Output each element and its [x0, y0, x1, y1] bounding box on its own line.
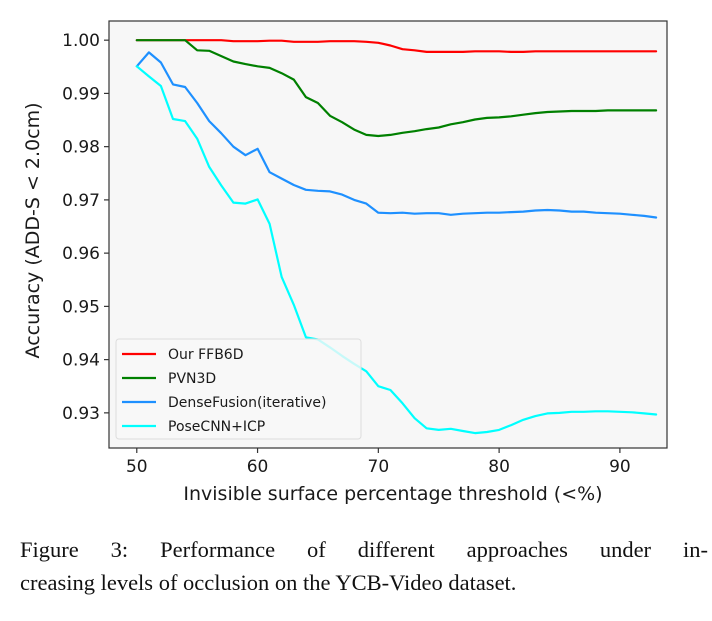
caption-line-2: creasing levels of occlusion on the YCB-…	[20, 570, 517, 595]
series-line-our-ffb6d	[135, 39, 658, 54]
y-tick-label: 0.95	[62, 297, 100, 317]
y-tick-label: 0.99	[62, 84, 100, 104]
legend-label: DenseFusion(iterative)	[168, 395, 326, 411]
series-line-posecnn-icp	[135, 65, 658, 435]
caption-line-1: Figure 3: Performance of different appro…	[20, 537, 708, 562]
legend-box	[115, 338, 362, 440]
figure-caption: Figure 3: Performance of different appro…	[20, 533, 708, 599]
y-axis: 0.93 0.94 0.95 0.96 0.97 0.98 0.99 1.00	[62, 31, 109, 424]
legend-item: PoseCNN+ICP	[122, 419, 265, 435]
legend-label: PoseCNN+ICP	[168, 419, 265, 435]
legend-item: PVN3D	[122, 371, 216, 387]
x-tick-label: 90	[609, 457, 631, 477]
legend-item: Our FFB6D	[122, 347, 244, 363]
legend-label: Our FFB6D	[168, 347, 244, 363]
series-layer	[135, 39, 658, 435]
x-tick-label: 50	[126, 457, 148, 477]
x-tick-label: 60	[247, 457, 269, 477]
y-tick-label: 0.94	[62, 351, 100, 371]
chart: 50 60 70 80 90 0.93 0.94 0.95 0.96 0.97 0.98 0.99 1…	[22, 20, 668, 505]
y-tick-label: 0.93	[62, 404, 100, 424]
x-axis-label: Invisible surface percentage threshold (…	[183, 483, 602, 505]
legend-label: PVN3D	[168, 371, 216, 387]
legend-item: DenseFusion(iterative)	[122, 395, 326, 411]
y-tick-label: 0.96	[62, 244, 100, 264]
x-tick-label: 70	[368, 457, 390, 477]
y-axis-label: Accuracy (ADD-S < 2.0cm)	[22, 103, 44, 359]
y-tick-label: 0.98	[62, 138, 100, 158]
y-tick-label: 1.00	[62, 31, 100, 51]
x-axis: 50 60 70 80 90	[126, 448, 631, 477]
legend: Our FFB6D PVN3D DenseFusion(iterative) Pose…	[115, 338, 362, 440]
series-line-densefusion-iterative	[135, 51, 658, 219]
y-tick-label: 0.97	[62, 191, 100, 211]
x-tick-label: 80	[488, 457, 510, 477]
plot-frame	[108, 20, 668, 449]
series-line-pvn3d	[135, 39, 658, 138]
